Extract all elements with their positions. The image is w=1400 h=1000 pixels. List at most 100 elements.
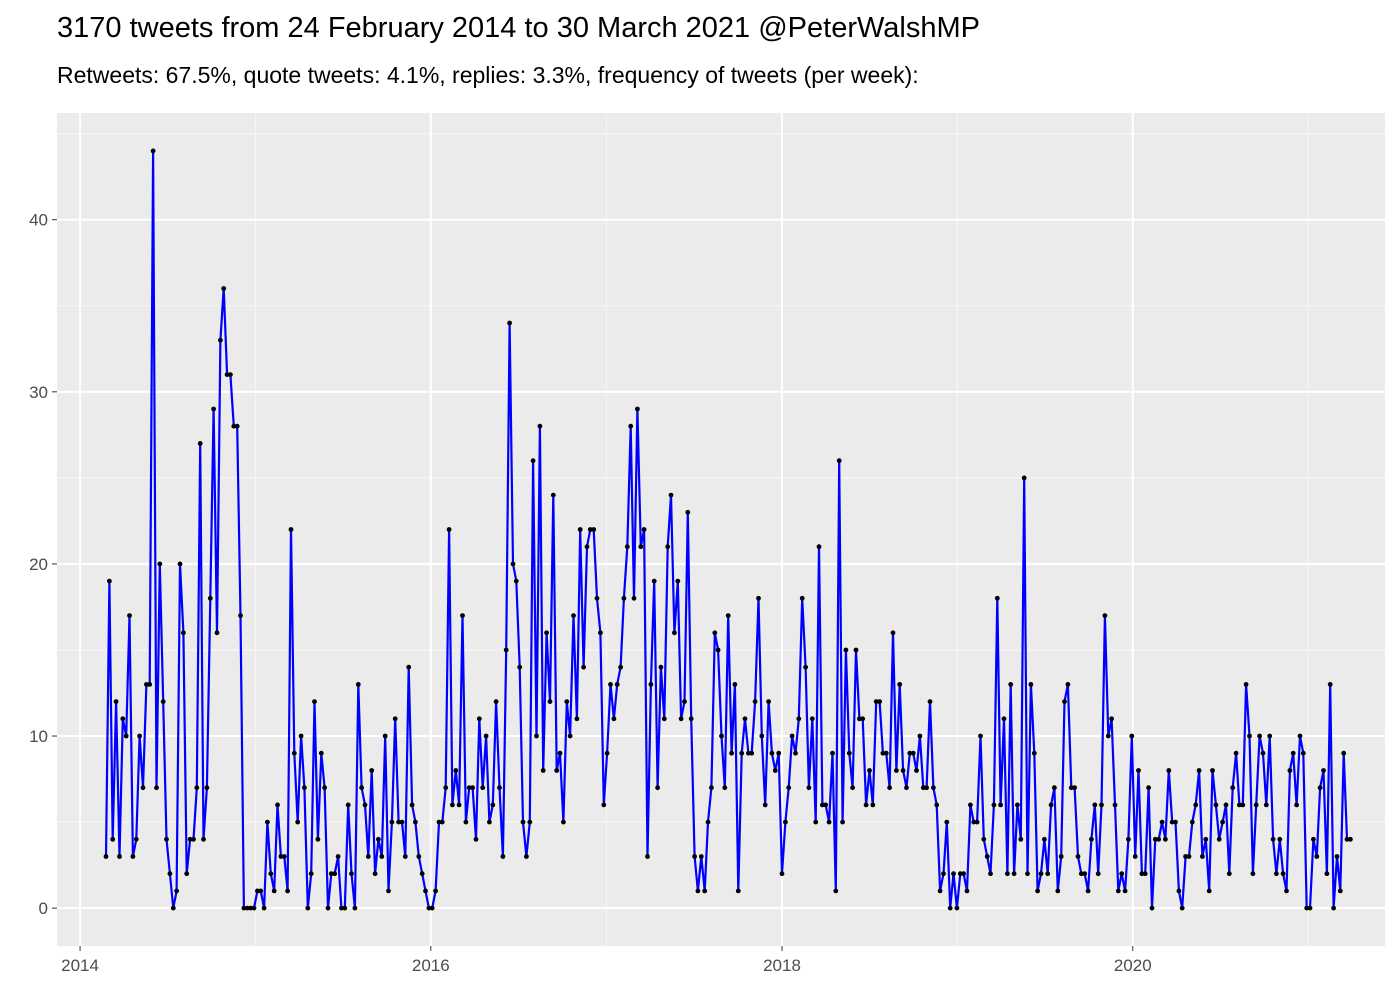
data-point (285, 888, 290, 894)
data-point (1152, 836, 1158, 842)
data-point (1015, 802, 1020, 808)
data-point (904, 785, 909, 791)
data-point (1092, 802, 1098, 808)
data-point (288, 527, 294, 532)
data-point (1078, 871, 1084, 877)
data-point (1290, 750, 1296, 756)
data-point (739, 750, 745, 756)
data-point (1243, 682, 1249, 687)
data-point (1149, 905, 1155, 911)
data-point (857, 716, 862, 722)
data-point (1163, 836, 1168, 842)
data-point (914, 768, 919, 773)
data-point (1179, 905, 1185, 911)
data-point (1176, 888, 1182, 894)
data-point (1183, 854, 1188, 859)
data-point (423, 888, 428, 894)
data-point (742, 716, 748, 722)
data-point (561, 819, 566, 825)
data-point (194, 785, 200, 791)
data-point (920, 785, 926, 791)
data-point (197, 441, 203, 446)
data-point (685, 509, 691, 515)
data-point (954, 905, 960, 911)
data-point (463, 819, 469, 825)
data-point (207, 595, 213, 601)
data-point (295, 819, 301, 825)
data-point (567, 733, 573, 739)
data-point (160, 699, 166, 704)
data-point (1253, 802, 1259, 808)
data-point (1203, 836, 1209, 842)
data-point (322, 785, 327, 791)
data-point (641, 527, 647, 532)
data-point (547, 699, 553, 704)
data-point (1189, 819, 1195, 825)
data-point (399, 819, 405, 825)
data-points (103, 148, 1353, 911)
data-point (719, 733, 724, 739)
data-point (1045, 871, 1051, 877)
data-point (1341, 750, 1347, 756)
data-point (1274, 871, 1279, 877)
data-point (510, 561, 516, 567)
data-point (433, 888, 438, 894)
data-point (668, 492, 674, 498)
data-point (167, 871, 173, 877)
data-point (678, 716, 684, 722)
data-point (1052, 785, 1057, 791)
data-point (1021, 475, 1027, 481)
data-point (776, 750, 782, 756)
data-point (698, 854, 704, 859)
data-point (584, 544, 590, 550)
data-point (181, 630, 186, 636)
data-point (308, 871, 314, 877)
data-point (1105, 733, 1111, 739)
data-point (843, 647, 849, 653)
data-point (890, 630, 896, 636)
data-point (635, 406, 640, 412)
data-point (994, 595, 1000, 601)
data-point (1048, 802, 1054, 808)
data-point (241, 905, 247, 911)
data-point (150, 148, 156, 154)
data-point (554, 768, 560, 773)
data-point (806, 785, 812, 791)
data-point (473, 836, 479, 842)
data-point (833, 888, 839, 894)
data-point (530, 458, 536, 464)
data-point (389, 819, 395, 825)
data-point (218, 337, 223, 343)
chart-title: 3170 tweets from 24 February 2014 to 30 … (57, 12, 980, 44)
data-point (1028, 682, 1034, 687)
data-point (1075, 854, 1081, 859)
data-point (638, 544, 644, 550)
data-point (614, 682, 620, 687)
data-point (174, 888, 180, 894)
data-point (379, 854, 385, 859)
y-tick-label: 0 (39, 899, 48, 918)
data-point (692, 854, 697, 859)
data-point (910, 750, 916, 756)
data-point (1240, 802, 1246, 808)
data-point (809, 716, 815, 722)
data-point (127, 613, 132, 618)
data-point (476, 716, 482, 722)
data-point (675, 578, 681, 584)
data-point (258, 888, 264, 894)
data-point (439, 819, 445, 825)
data-point (1294, 802, 1299, 808)
data-point (550, 492, 556, 498)
data-point (386, 888, 391, 894)
data-point (873, 699, 879, 704)
data-point (803, 664, 808, 670)
data-point (1263, 802, 1269, 808)
data-point (1058, 854, 1064, 859)
data-point (1193, 802, 1199, 808)
data-point (214, 630, 220, 636)
data-point (1223, 802, 1229, 808)
data-point (110, 836, 116, 842)
data-point (1304, 905, 1310, 911)
data-point (1311, 836, 1316, 842)
data-point (221, 286, 227, 291)
